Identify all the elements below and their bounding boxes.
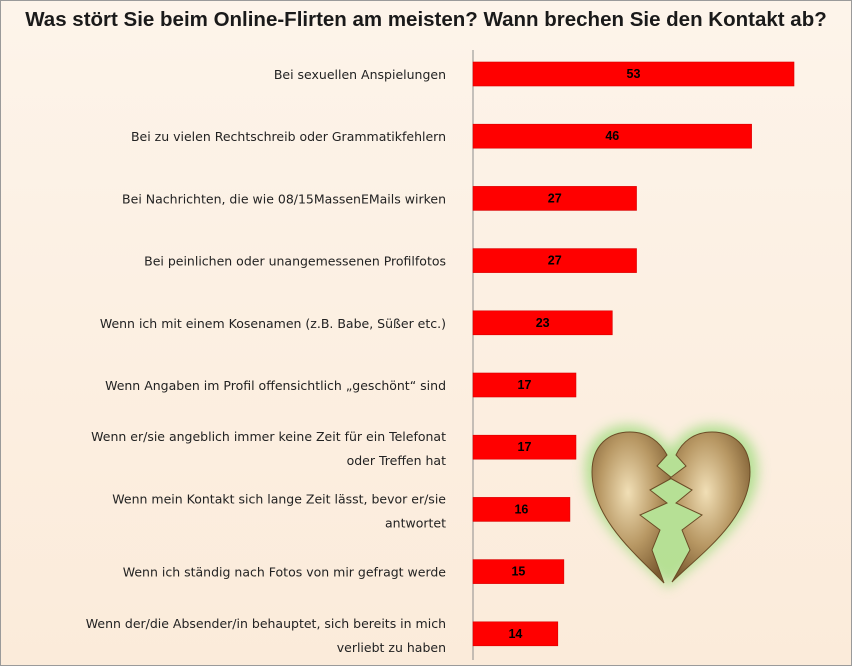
data-label-9: 15 <box>511 565 525 579</box>
category-label-10-line-1: Wenn der/die Absender/in behauptet, sich… <box>86 616 446 631</box>
data-label-8: 16 <box>514 502 528 516</box>
bar-4 <box>472 248 637 273</box>
data-label-10: 14 <box>508 627 522 641</box>
data-label-4: 27 <box>548 254 562 268</box>
bar-1 <box>472 61 795 87</box>
broken-heart-icon <box>585 425 758 588</box>
data-label-2: 46 <box>605 129 619 143</box>
bar-7 <box>472 434 577 460</box>
bar-9 <box>472 559 565 584</box>
category-label-4: Bei peinlichen oder unangemessenen Profi… <box>144 254 446 269</box>
bar-2 <box>472 123 752 149</box>
bar-10 <box>472 621 559 647</box>
category-label-7-line-2: oder Treffen hat <box>347 453 447 468</box>
category-label-5: Wenn ich mit einem Kosenamen (z.B. Babe,… <box>100 316 446 331</box>
data-label-5: 23 <box>536 316 550 330</box>
data-label-6: 17 <box>518 378 532 392</box>
category-label-7-line-1: Wenn er/sie angeblich immer keine Zeit f… <box>91 429 446 444</box>
bar-6 <box>472 372 577 398</box>
data-label-3: 27 <box>548 191 562 205</box>
bar-8 <box>472 497 571 522</box>
category-label-3: Bei Nachrichten, die wie 08/15MassenEMai… <box>122 191 446 206</box>
chart-title: Was stört Sie beim Online-Flirten am mei… <box>25 8 827 31</box>
data-label-7: 17 <box>518 440 532 454</box>
category-label-1: Bei sexuellen Anspielungen <box>274 67 446 82</box>
bar-3 <box>472 186 637 211</box>
category-label-8-line-1: Wenn mein Kontakt sich lange Zeit lässt,… <box>112 491 446 506</box>
data-label-1: 53 <box>627 67 641 81</box>
category-label-6: Wenn Angaben im Profil offensichtlich „g… <box>105 378 446 393</box>
bar-5 <box>472 310 613 336</box>
category-label-10-line-2: verliebt zu haben <box>337 640 446 655</box>
category-label-9: Wenn ich ständig nach Fotos von mir gefr… <box>123 565 447 580</box>
category-label-2: Bei zu vielen Rechtschreib oder Grammati… <box>131 129 446 144</box>
category-label-8-line-2: antwortet <box>385 515 446 530</box>
